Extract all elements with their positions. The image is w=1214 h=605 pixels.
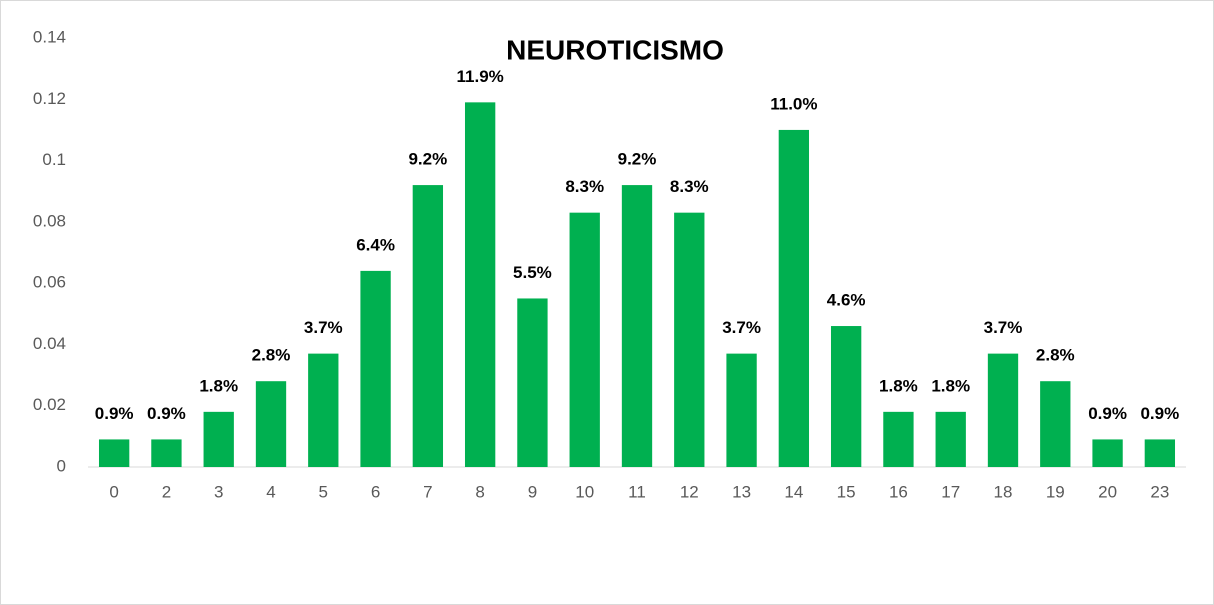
data-label: 0.9%: [147, 404, 186, 423]
x-tick-label: 16: [889, 482, 908, 501]
y-tick-label: 0.04: [33, 334, 66, 353]
x-tick-label: 15: [837, 482, 856, 501]
data-label: 3.7%: [304, 318, 343, 337]
x-tick-label: 14: [784, 482, 803, 501]
bar: [987, 353, 1019, 467]
data-label: 0.9%: [1140, 404, 1179, 423]
data-label: 9.2%: [408, 150, 447, 169]
x-tick-label: 20: [1098, 482, 1117, 501]
x-tick-label: 17: [941, 482, 960, 501]
y-tick-label: 0.08: [33, 211, 66, 230]
x-tick-label: 18: [994, 482, 1013, 501]
y-tick-label: 0.1: [42, 150, 66, 169]
data-label: 4.6%: [827, 291, 866, 310]
bar: [726, 353, 757, 467]
data-label: 3.7%: [722, 318, 761, 337]
data-label: 11.9%: [457, 67, 504, 86]
y-tick-label: 0.02: [33, 395, 66, 414]
x-tick-label: 11: [628, 482, 646, 501]
data-label: 1.8%: [199, 376, 238, 395]
bar: [935, 411, 966, 467]
data-label: 0.9%: [1088, 404, 1127, 423]
chart-title: NEUROTICISMO: [506, 34, 724, 65]
x-tick-label: 4: [266, 482, 275, 501]
data-label: 3.7%: [984, 318, 1023, 337]
x-tick-label: 9: [528, 482, 537, 501]
data-label: 9.2%: [618, 150, 657, 169]
bar: [1092, 439, 1123, 467]
x-tick-label: 8: [475, 482, 484, 501]
bar: [203, 411, 234, 467]
x-tick-label: 10: [575, 482, 594, 501]
x-tick-label: 6: [371, 482, 380, 501]
bar: [830, 326, 862, 467]
x-tick-label: 19: [1046, 482, 1065, 501]
bar: [308, 353, 339, 467]
x-tick-label: 3: [214, 482, 223, 501]
x-tick-label: 23: [1150, 482, 1169, 501]
bar: [569, 212, 600, 467]
x-tick-label: 13: [732, 482, 751, 501]
y-tick-label: 0: [57, 456, 66, 475]
bar: [517, 298, 548, 467]
bar: [674, 212, 705, 467]
data-label: 1.8%: [879, 376, 918, 395]
data-label: 11.0%: [770, 94, 817, 113]
data-label: 6.4%: [356, 235, 395, 254]
bar: [1144, 439, 1176, 467]
bar: [255, 381, 287, 467]
data-label: 8.3%: [670, 177, 709, 196]
bar: [1040, 381, 1071, 467]
y-tick-label: 0.14: [33, 27, 66, 46]
x-tick-label: 2: [162, 482, 171, 501]
x-tick-label: 7: [423, 482, 432, 501]
bar: [151, 439, 182, 467]
bar: [360, 270, 391, 467]
bar: [412, 185, 444, 468]
data-label: 0.9%: [95, 404, 134, 423]
x-tick-label: 5: [319, 482, 328, 501]
bar: [778, 129, 810, 467]
data-label: 2.8%: [252, 346, 291, 365]
bar: [621, 185, 653, 468]
data-label: 1.8%: [931, 376, 970, 395]
y-tick-label: 0.06: [33, 273, 66, 292]
x-tick-label: 0: [109, 482, 118, 501]
x-tick-label: 12: [680, 482, 699, 501]
bar: [98, 439, 130, 467]
data-label: 2.8%: [1036, 346, 1075, 365]
data-label: 5.5%: [513, 263, 552, 282]
bar: [883, 411, 914, 467]
bar: [464, 102, 496, 467]
y-tick-label: 0.12: [33, 89, 66, 108]
data-label: 8.3%: [565, 177, 604, 196]
